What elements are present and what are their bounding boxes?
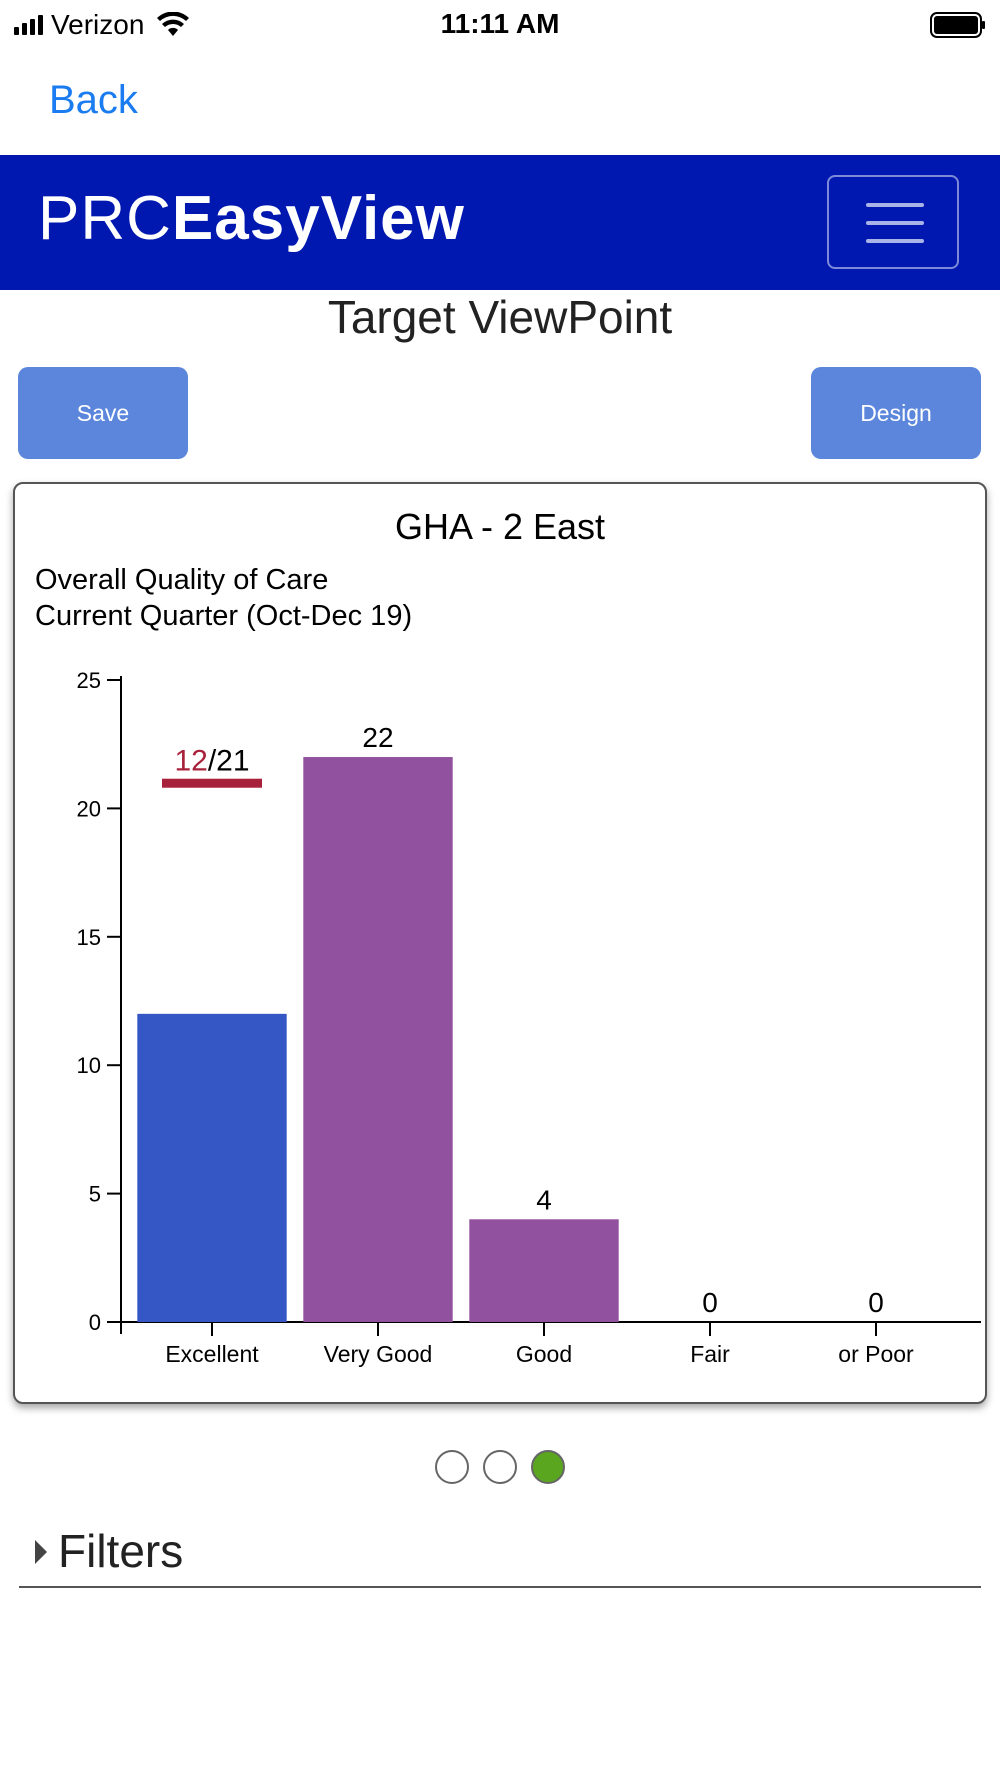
target-line bbox=[162, 778, 262, 788]
y-tick-label: 20 bbox=[77, 796, 101, 821]
y-tick-label: 5 bbox=[89, 1182, 101, 1207]
x-tick-label: Fair bbox=[690, 1341, 730, 1367]
app-header: PRCEasyView bbox=[0, 155, 1000, 290]
x-tick-label: Excellent bbox=[165, 1341, 259, 1367]
chart-card: GHA - 2 East Overall Quality of Care Cur… bbox=[13, 482, 987, 1404]
chart-subtitle-line2: Current Quarter (Oct-Dec 19) bbox=[35, 600, 413, 632]
status-left: Verizon bbox=[14, 8, 190, 42]
save-button[interactable]: Save bbox=[18, 367, 188, 459]
y-tick-label: 25 bbox=[77, 668, 101, 693]
bar-very-good bbox=[303, 757, 453, 1322]
logo-text-light: PRC bbox=[38, 184, 172, 253]
target-actual-value: 12 bbox=[174, 745, 207, 778]
pagination-dot[interactable] bbox=[435, 1450, 469, 1484]
data-label: 4 bbox=[536, 1184, 552, 1215]
y-tick-label: 10 bbox=[77, 1053, 101, 1078]
cellular-signal-icon bbox=[14, 15, 43, 35]
design-button[interactable]: Design bbox=[811, 367, 981, 459]
brand-logo: PRCEasyView bbox=[38, 183, 465, 254]
wifi-icon bbox=[157, 12, 190, 36]
menu-button[interactable] bbox=[827, 175, 959, 269]
filters-toggle[interactable]: Filters bbox=[19, 1520, 981, 1588]
target-separator: / bbox=[208, 745, 217, 778]
bar-chart: 0 5 10 15 20 25 Excellent Very Good 22 Good 4 Fair 0… bbox=[77, 668, 981, 1367]
status-bar: Verizon 11:11 AM bbox=[0, 0, 1000, 52]
data-label: 22 bbox=[362, 722, 393, 753]
pagination-dots bbox=[0, 1450, 1000, 1484]
logo-text-bold: EasyView bbox=[171, 184, 465, 253]
x-tick-label: Good bbox=[516, 1341, 572, 1367]
carrier-name: Verizon bbox=[51, 9, 145, 40]
status-time: 11:11 AM bbox=[440, 8, 560, 39]
y-tick-label: 0 bbox=[89, 1310, 101, 1335]
chart-subtitle-line1: Overall Quality of Care bbox=[35, 564, 329, 596]
data-label: 0 bbox=[868, 1287, 884, 1318]
page-title: Target ViewPoint bbox=[327, 291, 673, 343]
pagination-dot[interactable] bbox=[483, 1450, 517, 1484]
target-label: 12/21 bbox=[174, 745, 249, 778]
pagination-dot[interactable] bbox=[531, 1450, 565, 1484]
chart-subtitle: Overall Quality of Care Current Quarter … bbox=[35, 562, 412, 634]
bar-excellent bbox=[137, 1013, 287, 1322]
y-tick-label: 15 bbox=[77, 925, 101, 950]
data-label: 0 bbox=[702, 1287, 718, 1318]
battery-icon bbox=[930, 12, 985, 38]
target-goal-value: 21 bbox=[216, 745, 249, 778]
caret-right-icon bbox=[35, 1540, 47, 1564]
back-link[interactable]: Back bbox=[49, 78, 138, 122]
bar-good bbox=[469, 1219, 619, 1322]
x-tick-label: Very Good bbox=[324, 1341, 433, 1367]
filters-label: Filters bbox=[58, 1525, 184, 1577]
chart-title: GHA - 2 East bbox=[394, 506, 606, 547]
x-tick-label: or Poor bbox=[838, 1341, 914, 1367]
